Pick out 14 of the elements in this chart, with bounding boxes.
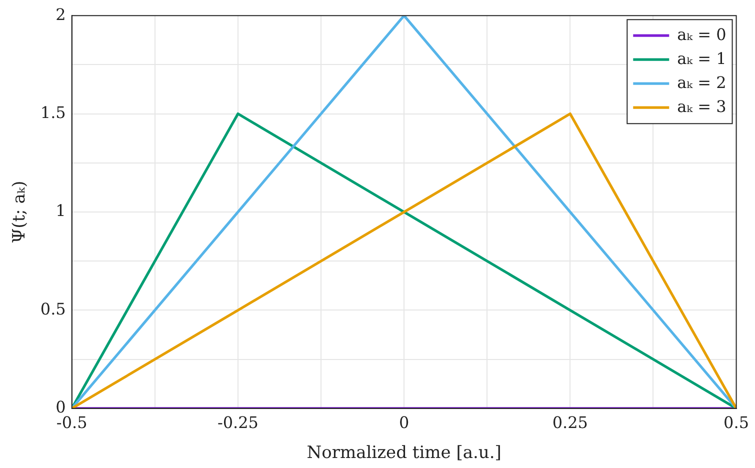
legend-label: aₖ = 0 — [677, 24, 726, 44]
x-tick-label: 0.5 — [724, 413, 750, 432]
legend-label: aₖ = 2 — [677, 72, 726, 92]
y-tick-label: 2 — [56, 4, 66, 24]
x-tick-label: 0 — [398, 413, 410, 432]
legend-label: aₖ = 3 — [677, 96, 726, 116]
y-axis-title: Ψ(t; aₖ) — [10, 180, 30, 244]
y-tick-label: 0.5 — [40, 299, 66, 318]
y-tick-label: 1 — [56, 201, 66, 220]
legend-label: aₖ = 1 — [677, 48, 726, 68]
x-axis-title: Normalized time [a.u.] — [306, 443, 502, 464]
x-tick-label: -0.25 — [217, 413, 258, 432]
x-tick-label: 0.25 — [552, 413, 588, 432]
y-tick-label: 1.5 — [40, 102, 66, 122]
